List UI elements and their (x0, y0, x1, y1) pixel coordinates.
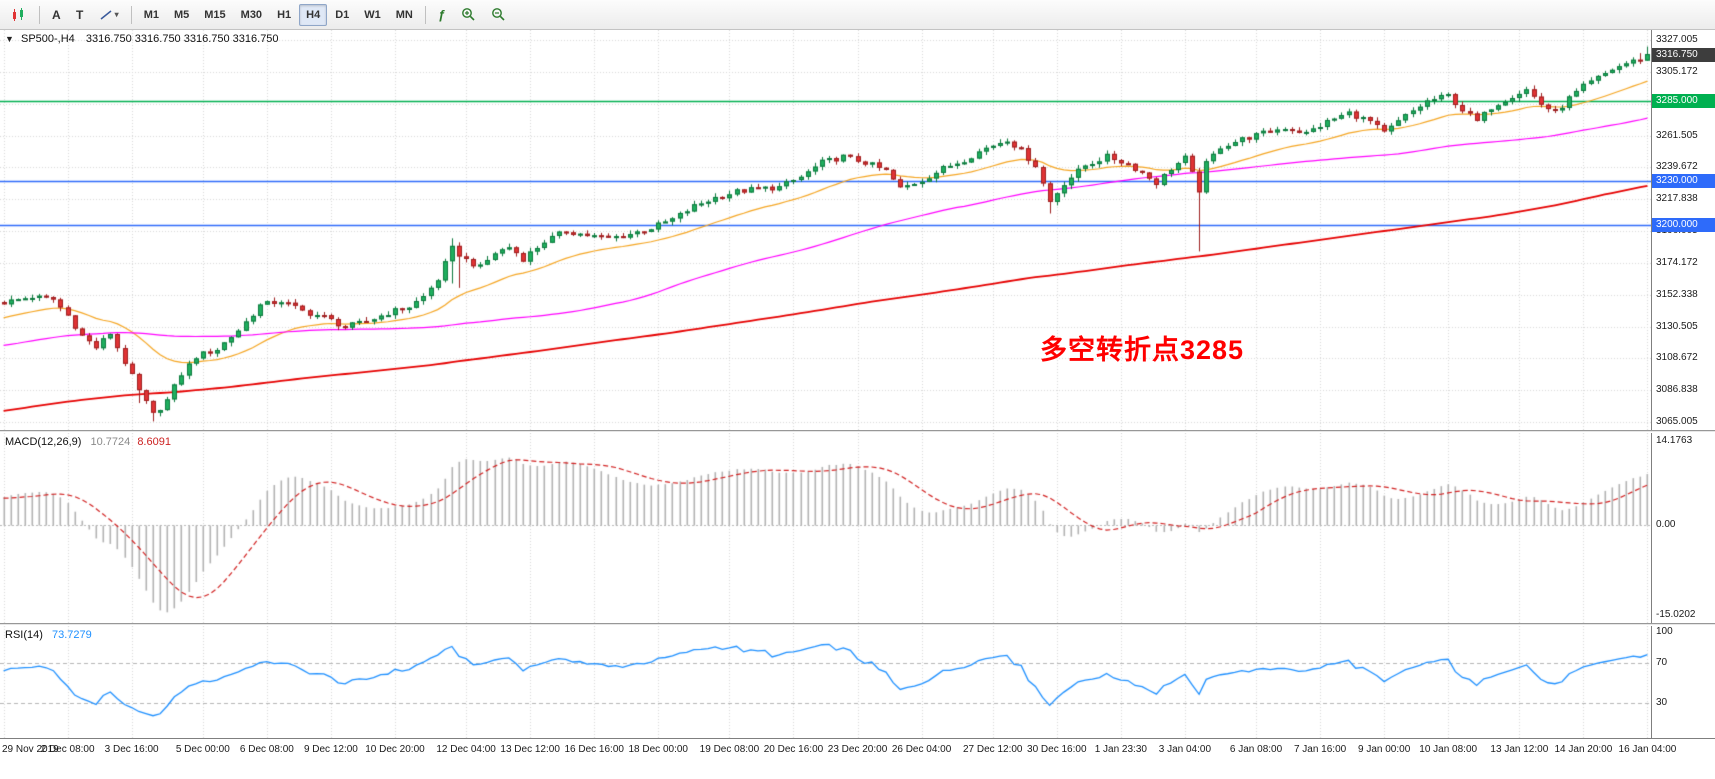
time-axis-label: 1 Jan 23:30 (1094, 744, 1147, 755)
chart-symbol-label: SP500-,H4 (20, 33, 75, 45)
time-axis-label: 12 Dec 04:00 (436, 744, 496, 755)
time-axis-label: 7 Jan 16:00 (1293, 744, 1347, 755)
timeframe-button-mn[interactable]: MN (395, 8, 413, 21)
time-axis[interactable]: 29 Nov 2019 2 Dec 08:00 3 Dec 16:00 5 Dec 0… (0, 738, 1715, 760)
timeframe-button-m1[interactable]: M1 (143, 8, 159, 21)
time-axis-label: 16 Dec 16:00 (564, 744, 624, 755)
rsi-scale-label: 100 (1656, 626, 1673, 637)
chevron-down-icon: ▾ (114, 10, 119, 19)
hline-price-tag: 3285.000 (1652, 94, 1715, 109)
price-tick-label: 3217.838 (1656, 193, 1698, 205)
macd-pane: MACD(12,26,9) 10.7724 8.6091 14.1763 0.00… (0, 433, 1715, 623)
text-tool-button[interactable]: T (76, 7, 84, 22)
pane-separator[interactable] (0, 430, 1715, 433)
rsi-scale-label: 70 (1656, 656, 1668, 668)
time-axis-label: 3 Jan 04:00 (1158, 744, 1212, 755)
timeframe-button-h4[interactable]: H4 (299, 3, 328, 26)
draw-tools-button[interactable]: ▾ (92, 4, 126, 26)
price-pane: ▼ SP500-,H4 3316.750 3316.750 3316.750 3… (0, 30, 1715, 430)
time-axis-label: 9 Dec 12:00 (303, 744, 358, 755)
rsi-canvas[interactable] (0, 626, 1651, 738)
time-axis-label: 6 Dec 08:00 (239, 744, 294, 755)
time-axis-label: 26 Dec 04:00 (891, 744, 952, 755)
macd-signal-value: 8.6091 (137, 436, 171, 448)
macd-canvas[interactable] (0, 433, 1651, 623)
zoom-in-button[interactable] (454, 4, 483, 26)
time-axis-label: 14 Jan 20:00 (1554, 744, 1613, 755)
time-axis-label: 10 Jan 08:00 (1419, 744, 1478, 755)
macd-main-value: 10.7724 (90, 436, 131, 448)
time-axis-label: 13 Jan 12:00 (1490, 744, 1549, 755)
macd-scale-label: 14.1763 (1656, 435, 1693, 446)
time-axis-label: 9 Jan 00:00 (1357, 744, 1411, 755)
time-axis-label: 6 Jan 08:00 (1229, 744, 1283, 755)
macd-scale-label: -15.0202 (1656, 609, 1696, 620)
price-tick-label: 3108.672 (1656, 352, 1698, 364)
macd-name: MACD(12,26,9) (5, 436, 82, 448)
rsi-name: RSI(14) (5, 629, 43, 641)
bottom-filler (0, 760, 1715, 779)
time-axis-label: 19 Dec 08:00 (699, 744, 760, 755)
one-click-trading-toggle[interactable]: ▼ (5, 34, 14, 44)
main-toolbar: A T ▾ M1 M5 M15 M30 H1 H4 D1 W1 MN ƒ (0, 0, 1715, 30)
timeframe-toolbar: M1 M5 M15 M30 H1 H4 D1 W1 MN (137, 3, 420, 26)
price-tick-label: 3130.505 (1656, 320, 1698, 332)
price-tick-label: 3261.505 (1656, 129, 1698, 141)
time-axis-label: 13 Dec 12:00 (500, 744, 560, 755)
time-axis-label: 16 Jan 04:00 (1618, 744, 1677, 755)
zoom-out-button[interactable] (484, 4, 513, 26)
toolbar-separator (130, 5, 132, 24)
toolbar-separator (424, 5, 426, 24)
time-axis-label: 20 Dec 16:00 (763, 744, 824, 755)
chart-title: ▼ SP500-,H4 3316.750 3316.750 3316.750 3… (5, 33, 279, 45)
price-tick-label: 3174.172 (1656, 256, 1698, 268)
time-axis-label: 10 Dec 20:00 (365, 744, 425, 755)
rsi-pane: RSI(14) 73.7279 100 70 30 (0, 626, 1715, 738)
time-axis-label: 5 Dec 00:00 (175, 744, 230, 755)
macd-label: MACD(12,26,9) 10.7724 8.6091 (5, 436, 171, 448)
timeframe-button-m15[interactable]: M15 (204, 8, 226, 21)
price-tick-label: 3327.005 (1656, 34, 1698, 45)
time-axis-label: 30 Dec 16:00 (1027, 744, 1087, 755)
timeframe-button-h1[interactable]: H1 (277, 8, 292, 21)
annotation-tool-button[interactable]: A (52, 7, 61, 22)
price-axis[interactable]: 3327.0053305.1723283.3383261.5053239.672… (1651, 30, 1715, 430)
macd-axis[interactable]: 14.1763 0.00 -15.0202 (1651, 433, 1715, 623)
price-chart-canvas[interactable] (0, 30, 1651, 430)
hline-price-tag: 3200.000 (1652, 218, 1715, 233)
app-icon[interactable] (4, 4, 34, 26)
chart-annotation-text[interactable]: 多空转折点3285 (1040, 335, 1245, 365)
price-tick-label: 3086.838 (1656, 384, 1698, 396)
rsi-axis[interactable]: 100 70 30 (1651, 626, 1715, 738)
toolbar-separator (39, 5, 40, 24)
last-price-tag: 3316.750 (1652, 47, 1715, 62)
rsi-label: RSI(14) 73.7279 (5, 629, 92, 641)
timeframe-button-m5[interactable]: M5 (173, 8, 190, 21)
timeframe-button-d1[interactable]: D1 (335, 8, 350, 21)
indicators-button[interactable]: ƒ (438, 7, 446, 22)
macd-scale-label: 0.00 (1656, 519, 1676, 531)
time-axis-label: 3 Dec 16:00 (104, 744, 159, 755)
price-tick-label: 3065.005 (1656, 416, 1698, 427)
time-axis-label: 29 Nov 2019 (2, 744, 59, 755)
time-axis-label: 23 Dec 20:00 (827, 744, 888, 755)
rsi-scale-label: 30 (1656, 697, 1668, 709)
price-tick-label: 3239.672 (1656, 161, 1698, 173)
price-tick-label: 3152.338 (1656, 288, 1698, 300)
time-axis-label: 27 Dec 12:00 (962, 744, 1023, 755)
pane-separator[interactable] (0, 623, 1715, 626)
time-axis-label: 2 Dec 08:00 (40, 744, 95, 755)
chart-ohlc-label: 3316.750 3316.750 3316.750 3316.750 (85, 33, 279, 45)
rsi-value: 73.7279 (51, 629, 92, 641)
timeframe-button-m30[interactable]: M30 (240, 8, 263, 21)
hline-price-tag: 3230.000 (1652, 174, 1715, 189)
timeframe-button-w1[interactable]: W1 (364, 8, 381, 21)
time-axis-label: 18 Dec 00:00 (628, 744, 689, 755)
price-tick-label: 3305.172 (1656, 65, 1698, 77)
